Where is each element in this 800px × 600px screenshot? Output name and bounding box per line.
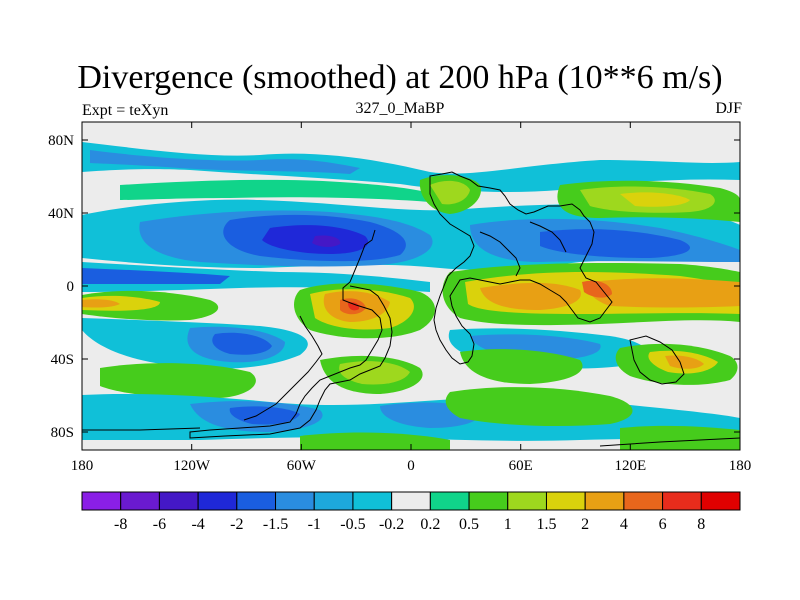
- atlantic-positive-core: [348, 302, 360, 311]
- colorbar-label: -6: [153, 516, 166, 533]
- south-indian-positive: [460, 349, 583, 384]
- colorbar-label: -8: [114, 516, 127, 533]
- colorbar-label: 1.5: [536, 516, 556, 533]
- colorbar-swatch: [584, 491, 625, 511]
- lon-label: 120W: [173, 458, 211, 474]
- lat-label: 80S: [51, 425, 74, 441]
- colorbar-swatch: [236, 491, 277, 511]
- colorbar-swatch: [468, 491, 509, 511]
- lat-label: 40S: [51, 352, 74, 368]
- colorbar-label: 1: [504, 516, 512, 533]
- asia-negative-strong: [540, 229, 690, 258]
- lon-label: 120E: [614, 458, 646, 474]
- colorbar-label: 0.5: [459, 516, 479, 533]
- colorbar-swatch: [275, 491, 315, 511]
- south-positive-yellow-b: [339, 361, 410, 385]
- antarctic-positive-b: [300, 432, 450, 450]
- south-negative-strong: [212, 332, 272, 355]
- colorbar: -8 -6 -4 -2 -1.5 -1 -0.5 -0.2 0.2 0.5 1 1.5 2 4 6 8: [81, 491, 741, 533]
- tropical-positive-east-orange: [480, 282, 581, 310]
- colorbar-swatch: [507, 491, 547, 511]
- colorbar-label: 2: [581, 516, 589, 533]
- colorbar-swatch: [352, 491, 393, 511]
- equator-negative-strong: [82, 268, 230, 284]
- south-america-detail: [243, 315, 323, 421]
- colorbar-label: 8: [697, 516, 705, 533]
- antarctic-positive-c: [620, 425, 740, 450]
- colorbar-label: -0.2: [379, 516, 404, 533]
- run-label: 327_0_MaBP: [355, 100, 445, 117]
- colorbar-label: -2: [230, 516, 243, 533]
- colorbar-swatch: [391, 491, 431, 511]
- colorbar-label: -1: [308, 516, 321, 533]
- experiment-label: Expt = teXyn: [82, 102, 169, 119]
- lon-label: 60W: [287, 458, 317, 474]
- lat-label: 80N: [48, 133, 74, 149]
- colorbar-label: 4: [620, 516, 628, 533]
- colorbar-swatch: [429, 491, 470, 511]
- colorbar-label: -4: [191, 516, 204, 533]
- lon-label: 180: [71, 458, 94, 474]
- colorbar-label: 6: [659, 516, 667, 533]
- colorbar-swatch: [545, 491, 586, 511]
- plot-title: Divergence (smoothed) at 200 hPa (10**6 …: [77, 59, 723, 96]
- europe-positive-yellow: [430, 180, 470, 205]
- antarctic-positive: [445, 387, 633, 426]
- colorbar-swatch: [158, 491, 199, 511]
- south-positive-band-a: [100, 363, 256, 399]
- arctic-negative-band: [82, 142, 740, 193]
- colorbar-swatch: [623, 491, 664, 511]
- colorbar-swatch: [197, 491, 238, 511]
- season-label: DJF: [715, 100, 742, 117]
- north-positive-gold: [620, 192, 690, 207]
- colorbar-swatch: [662, 491, 702, 511]
- divergence-field: [82, 122, 740, 450]
- oceania-outline: [629, 335, 685, 385]
- colorbar-swatch: [313, 491, 354, 511]
- colorbar-label: -0.5: [340, 516, 365, 533]
- colorbar-label: -1.5: [263, 516, 288, 533]
- lat-label: 40N: [48, 206, 74, 222]
- lon-label: 60E: [509, 458, 533, 474]
- north-negative-core: [312, 235, 341, 247]
- south-positive-east-orange: [665, 355, 704, 369]
- asia-detail: [479, 221, 567, 277]
- lon-label: 180: [729, 458, 752, 474]
- axis-ticks: [81, 122, 741, 450]
- lat-label: 0: [67, 279, 75, 295]
- americas-outline: [189, 229, 393, 439]
- west-pacific-positive-orange: [82, 299, 120, 308]
- colorbar-swatch: [120, 491, 160, 511]
- southern-ocean-negative-strong: [229, 406, 300, 425]
- lon-label: 0: [407, 458, 415, 474]
- colorbar-swatch: [81, 491, 122, 511]
- eurasia-africa-outline: [429, 171, 613, 365]
- colorbar-label: 0.2: [420, 516, 440, 533]
- colorbar-swatch: [700, 491, 741, 511]
- indonesia-positive-orange: [588, 278, 740, 308]
- arctic-negative-core: [90, 150, 360, 174]
- arctic-positive-band: [120, 179, 440, 202]
